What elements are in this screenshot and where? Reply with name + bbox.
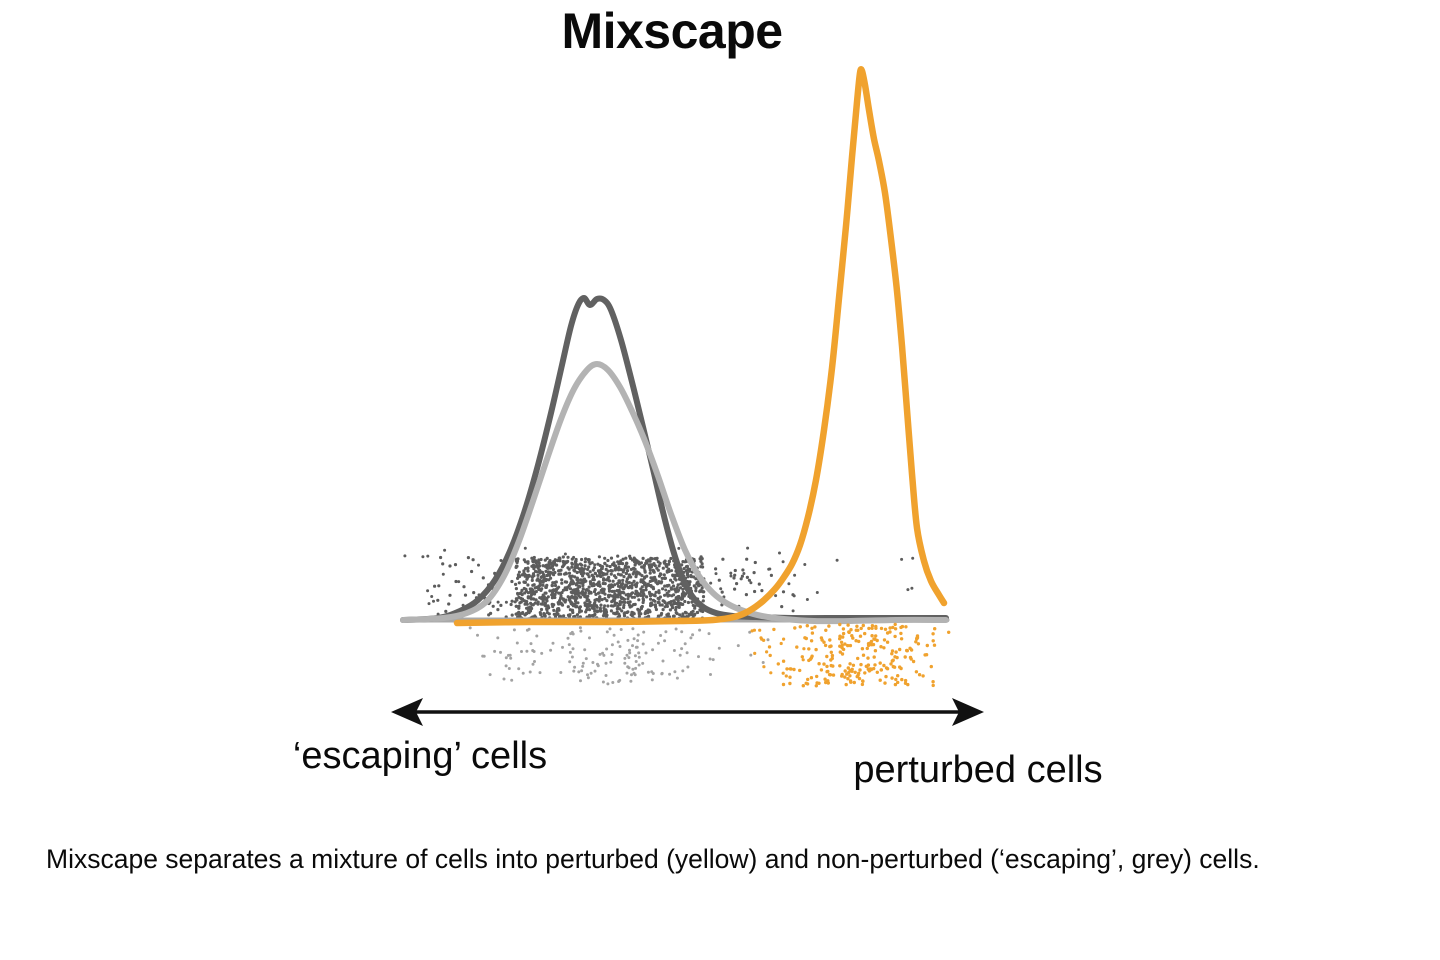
figure-caption: Mixscape separates a mixture of cells in…	[46, 844, 1260, 874]
arrowhead-left-icon	[391, 698, 423, 726]
rug-escaping-light-below	[468, 626, 770, 686]
rug-perturbed-yellow-left-tail	[750, 628, 806, 678]
rug-perturbed-yellow-below	[761, 622, 951, 688]
label-escaping-cells: ‘escaping’ cells	[292, 735, 548, 777]
curve-escaping-density-light-grey	[400, 361, 949, 625]
figure-title: Mixscape	[561, 3, 783, 59]
rug-escaping-dark-outliers	[403, 546, 928, 619]
curve-perturbed-density-yellow	[453, 66, 948, 627]
label-perturbed-cells: perturbed cells	[853, 749, 1103, 791]
arrowhead-right-icon	[952, 698, 984, 726]
